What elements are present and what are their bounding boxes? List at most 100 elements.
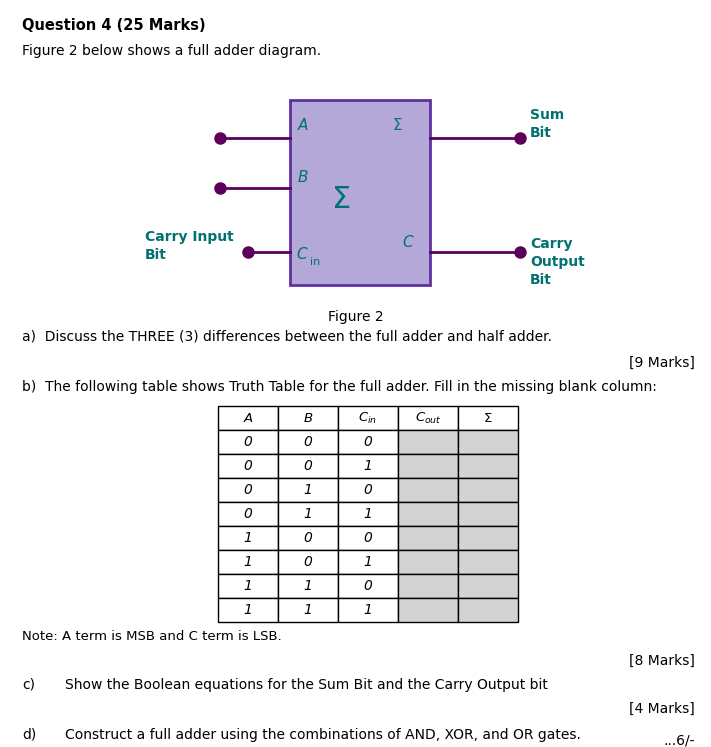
Text: 0: 0 bbox=[244, 507, 252, 521]
Text: [9 Marks]: [9 Marks] bbox=[629, 356, 695, 370]
Bar bbox=[338, 526, 398, 550]
Bar bbox=[218, 430, 278, 454]
Bar bbox=[218, 598, 278, 622]
Text: ...6/-: ...6/- bbox=[663, 733, 695, 747]
Bar bbox=[338, 574, 398, 598]
Bar bbox=[278, 430, 338, 454]
Bar bbox=[398, 574, 458, 598]
Text: Σ: Σ bbox=[392, 118, 402, 133]
Bar bbox=[218, 574, 278, 598]
Bar bbox=[458, 502, 518, 526]
Text: 1: 1 bbox=[363, 507, 373, 521]
Text: 0: 0 bbox=[244, 459, 252, 473]
Bar bbox=[338, 406, 398, 430]
Text: $C_{out}$: $C_{out}$ bbox=[415, 410, 442, 426]
Bar bbox=[458, 598, 518, 622]
Bar bbox=[458, 526, 518, 550]
Bar bbox=[398, 478, 458, 502]
Bar bbox=[338, 598, 398, 622]
Bar bbox=[398, 430, 458, 454]
Bar bbox=[218, 502, 278, 526]
Bar bbox=[398, 454, 458, 478]
Text: a)  Discuss the THREE (3) differences between the full adder and half adder.: a) Discuss the THREE (3) differences bet… bbox=[22, 330, 552, 344]
Bar bbox=[458, 478, 518, 502]
Bar bbox=[458, 406, 518, 430]
Bar bbox=[458, 574, 518, 598]
Bar bbox=[278, 478, 338, 502]
Bar bbox=[218, 406, 278, 430]
Bar bbox=[338, 478, 398, 502]
Text: 0: 0 bbox=[363, 435, 373, 449]
Text: Note: A term is MSB and C term is LSB.: Note: A term is MSB and C term is LSB. bbox=[22, 630, 282, 643]
Bar bbox=[290, 100, 430, 285]
Text: 1: 1 bbox=[244, 531, 252, 545]
Bar bbox=[278, 454, 338, 478]
Bar bbox=[398, 502, 458, 526]
Bar bbox=[398, 550, 458, 574]
Text: 1: 1 bbox=[363, 555, 373, 569]
Text: [4 Marks]: [4 Marks] bbox=[629, 702, 695, 716]
Text: 0: 0 bbox=[304, 459, 312, 473]
Bar bbox=[398, 526, 458, 550]
Text: 0: 0 bbox=[244, 483, 252, 497]
Text: Sum: Sum bbox=[530, 108, 565, 122]
Text: b)  The following table shows Truth Table for the full adder. Fill in the missin: b) The following table shows Truth Table… bbox=[22, 380, 657, 394]
Bar bbox=[278, 550, 338, 574]
Text: 0: 0 bbox=[363, 483, 373, 497]
Text: 1: 1 bbox=[363, 603, 373, 617]
Text: Output: Output bbox=[530, 255, 584, 269]
Text: Construct a full adder using the combinations of AND, XOR, and OR gates.: Construct a full adder using the combina… bbox=[65, 728, 581, 742]
Bar bbox=[338, 502, 398, 526]
Text: Bit: Bit bbox=[145, 248, 167, 262]
Bar bbox=[218, 454, 278, 478]
Text: B: B bbox=[298, 170, 309, 185]
Text: 0: 0 bbox=[363, 531, 373, 545]
Text: $\Sigma$: $\Sigma$ bbox=[483, 412, 493, 424]
Text: d): d) bbox=[22, 728, 36, 742]
Text: 1: 1 bbox=[363, 459, 373, 473]
Text: Σ: Σ bbox=[332, 185, 351, 214]
Text: Question 4 (25 Marks): Question 4 (25 Marks) bbox=[22, 18, 205, 33]
Text: 0: 0 bbox=[363, 579, 373, 593]
Bar bbox=[278, 574, 338, 598]
Text: 0: 0 bbox=[244, 435, 252, 449]
Text: 1: 1 bbox=[244, 555, 252, 569]
Text: c): c) bbox=[22, 678, 35, 692]
Bar bbox=[278, 406, 338, 430]
Text: C: C bbox=[402, 235, 412, 250]
Bar bbox=[218, 526, 278, 550]
Bar bbox=[338, 430, 398, 454]
Bar bbox=[218, 478, 278, 502]
Bar bbox=[278, 598, 338, 622]
Bar bbox=[398, 598, 458, 622]
Bar bbox=[338, 550, 398, 574]
Text: 1: 1 bbox=[244, 603, 252, 617]
Text: Carry: Carry bbox=[530, 237, 572, 251]
Bar bbox=[338, 454, 398, 478]
Bar bbox=[458, 430, 518, 454]
Text: Figure 2 below shows a full adder diagram.: Figure 2 below shows a full adder diagra… bbox=[22, 44, 321, 58]
Text: 0: 0 bbox=[304, 531, 312, 545]
Text: [8 Marks]: [8 Marks] bbox=[629, 654, 695, 668]
Text: 0: 0 bbox=[304, 555, 312, 569]
Text: 1: 1 bbox=[244, 579, 252, 593]
Text: $A$: $A$ bbox=[242, 412, 253, 424]
Bar bbox=[398, 406, 458, 430]
Bar bbox=[458, 454, 518, 478]
Text: Bit: Bit bbox=[530, 273, 552, 287]
Text: Bit: Bit bbox=[530, 126, 552, 140]
Bar bbox=[218, 550, 278, 574]
Text: 1: 1 bbox=[304, 483, 312, 497]
Text: C: C bbox=[296, 247, 306, 262]
Text: 1: 1 bbox=[304, 579, 312, 593]
Bar bbox=[278, 502, 338, 526]
Text: A: A bbox=[298, 118, 309, 133]
Text: Figure 2: Figure 2 bbox=[328, 310, 384, 324]
Text: in: in bbox=[310, 257, 320, 267]
Text: 1: 1 bbox=[304, 507, 312, 521]
Text: Carry Input: Carry Input bbox=[145, 230, 234, 244]
Text: 1: 1 bbox=[304, 603, 312, 617]
Bar bbox=[458, 550, 518, 574]
Bar bbox=[278, 526, 338, 550]
Text: $B$: $B$ bbox=[303, 412, 313, 424]
